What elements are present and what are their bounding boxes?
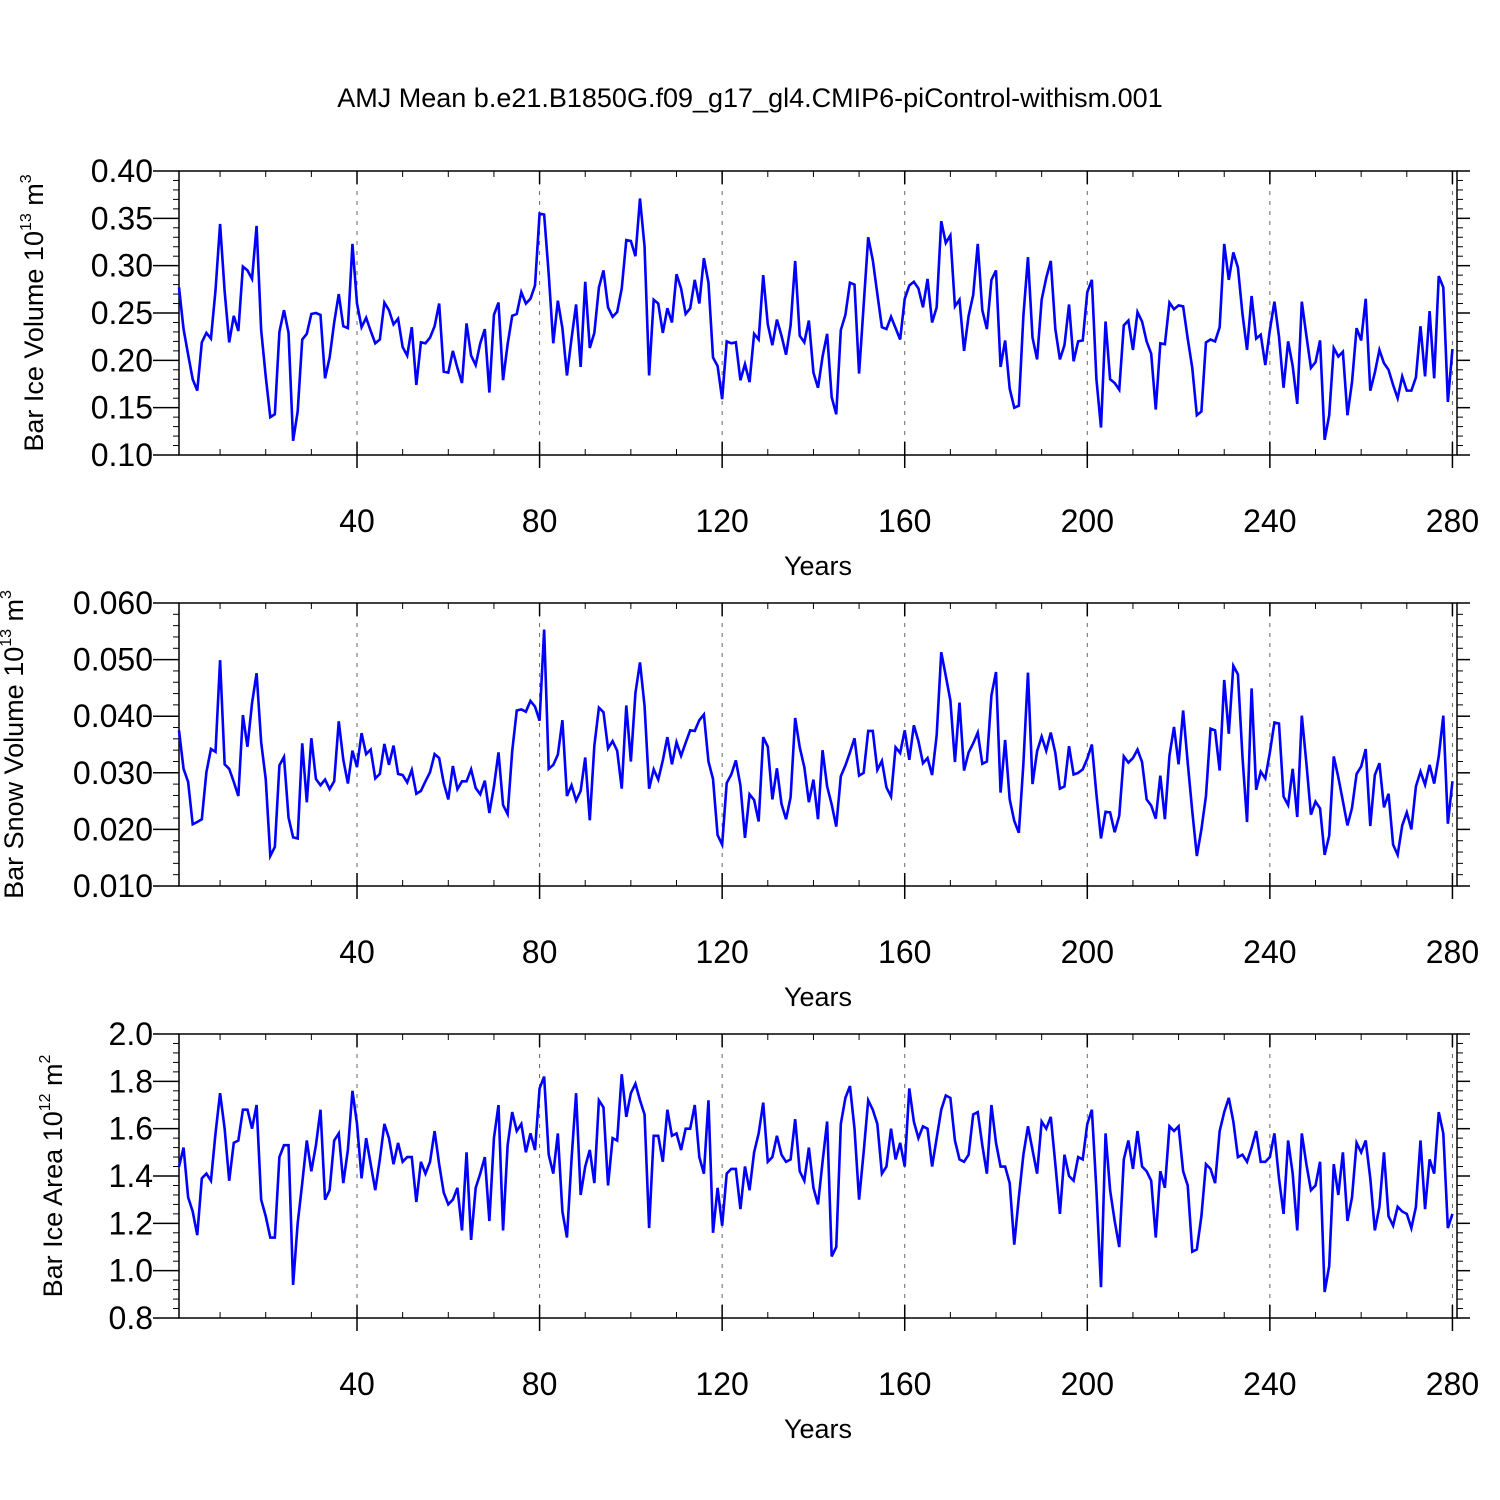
y-tick-label: 0.040 xyxy=(73,698,153,734)
y-axis-label: Bar Snow Volume 1013 m3 xyxy=(0,590,29,899)
y-tick-label: 1.6 xyxy=(109,1111,153,1147)
x-axis-label: Years xyxy=(784,551,852,581)
plot-frame xyxy=(178,1033,1458,1319)
plot-frame xyxy=(178,602,1458,887)
y-tick-label: 0.030 xyxy=(73,755,153,791)
x-tick-label: 200 xyxy=(1061,1366,1114,1402)
x-tick-label: 120 xyxy=(695,503,748,539)
x-tick-label: 80 xyxy=(522,1366,558,1402)
x-tick-label: 200 xyxy=(1061,934,1114,970)
series-line xyxy=(177,629,1454,861)
y-tick-label: 2.0 xyxy=(109,1016,153,1052)
plot-frame xyxy=(178,170,1458,456)
chart-title: AMJ Mean b.e21.B1850G.f09_g17_gl4.CMIP6-… xyxy=(337,83,1162,113)
y-tick-label: 0.25 xyxy=(91,295,153,331)
x-tick-label: 80 xyxy=(522,503,558,539)
x-tick-label: 40 xyxy=(339,1366,375,1402)
y-tick-label: 0.20 xyxy=(91,342,153,378)
y-tick-label: 1.4 xyxy=(109,1158,153,1194)
panel-3: 40 80 120 160 200 240 280 0.8 1.0 1.2 1.4 1.6 1.8 2.0… xyxy=(37,1016,1479,1444)
x-tick-label: 240 xyxy=(1243,503,1296,539)
y-tick-label: 0.35 xyxy=(91,200,153,236)
y-tick-label: 0.060 xyxy=(73,585,153,621)
y-tick-label: 0.8 xyxy=(109,1300,153,1336)
x-tick-label: 160 xyxy=(878,503,931,539)
y-tick-label: 1.0 xyxy=(109,1253,153,1289)
x-tick-label: 280 xyxy=(1426,934,1479,970)
series-line xyxy=(177,198,1454,441)
x-tick-label: 160 xyxy=(878,1366,931,1402)
series-line xyxy=(177,1074,1454,1293)
x-tick-label: 280 xyxy=(1426,503,1479,539)
y-tick-label: 0.050 xyxy=(73,642,153,678)
x-tick-label: 240 xyxy=(1243,934,1296,970)
x-tick-label: 40 xyxy=(339,934,375,970)
y-tick-label: 0.010 xyxy=(73,868,153,904)
y-tick-label: 0.10 xyxy=(91,437,153,473)
panel-2: 40 80 120 160 200 240 280 0.010 0.020 0.030 0.040 0… xyxy=(0,585,1479,1012)
x-tick-label: 40 xyxy=(339,503,375,539)
x-tick-label: 120 xyxy=(695,934,748,970)
x-tick-label: 80 xyxy=(522,934,558,970)
y-axis-label: Bar Ice Area 1012 m2 xyxy=(37,1054,68,1297)
x-tick-label: 120 xyxy=(695,1366,748,1402)
panels: 40 80 120 160 200 240 280 0.10 0.15 0.20 0.25 0.30 0… xyxy=(0,153,1479,1444)
y-tick-label: 0.40 xyxy=(91,153,153,189)
x-tick-label: 200 xyxy=(1061,503,1114,539)
x-tick-label: 280 xyxy=(1426,1366,1479,1402)
y-tick-label: 0.020 xyxy=(73,811,153,847)
y-tick-label: 0.15 xyxy=(91,390,153,426)
y-tick-label: 1.8 xyxy=(109,1063,153,1099)
x-axis-label: Years xyxy=(784,982,852,1012)
y-axis-label: Bar Ice Volume 1013 m3 xyxy=(18,174,49,451)
x-tick-label: 160 xyxy=(878,934,931,970)
y-tick-label: 1.2 xyxy=(109,1205,153,1241)
x-axis-label: Years xyxy=(784,1414,852,1444)
x-tick-label: 240 xyxy=(1243,1366,1296,1402)
panel-1: 40 80 120 160 200 240 280 0.10 0.15 0.20 0.25 0.30 0… xyxy=(18,153,1479,581)
y-tick-label: 0.30 xyxy=(91,248,153,284)
